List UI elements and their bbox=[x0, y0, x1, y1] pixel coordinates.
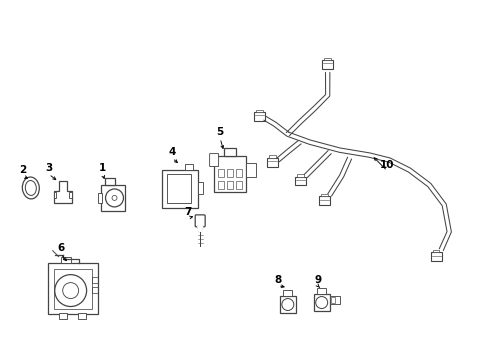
Text: 2: 2 bbox=[19, 165, 26, 175]
Bar bbox=[218, 169, 224, 177]
Bar bbox=[48, 263, 98, 315]
Bar bbox=[54, 269, 92, 309]
Bar bbox=[254, 112, 266, 121]
Text: 5: 5 bbox=[217, 127, 224, 137]
Bar bbox=[319, 197, 330, 206]
Bar bbox=[185, 164, 193, 170]
Bar bbox=[54, 192, 56, 198]
FancyBboxPatch shape bbox=[210, 154, 219, 167]
Bar bbox=[246, 163, 256, 177]
FancyBboxPatch shape bbox=[195, 215, 205, 227]
Bar bbox=[77, 314, 86, 319]
Bar bbox=[322, 60, 333, 69]
Bar bbox=[324, 58, 331, 60]
Bar bbox=[331, 297, 335, 302]
Bar bbox=[162, 170, 198, 208]
Bar bbox=[198, 182, 203, 194]
Bar bbox=[330, 296, 340, 303]
Bar bbox=[256, 109, 263, 112]
Bar bbox=[314, 293, 330, 311]
Bar bbox=[317, 288, 326, 293]
Bar bbox=[69, 192, 72, 198]
Bar bbox=[92, 287, 98, 293]
Bar bbox=[236, 181, 242, 189]
Bar bbox=[104, 178, 115, 185]
Bar bbox=[433, 250, 439, 252]
Bar bbox=[280, 296, 296, 314]
Bar bbox=[61, 257, 71, 263]
FancyBboxPatch shape bbox=[100, 185, 125, 211]
Text: 4: 4 bbox=[169, 147, 176, 157]
Bar bbox=[98, 193, 101, 203]
Bar bbox=[92, 276, 98, 283]
Bar bbox=[167, 174, 191, 203]
Bar bbox=[269, 156, 276, 158]
Text: 1: 1 bbox=[99, 163, 106, 173]
Text: 9: 9 bbox=[314, 275, 321, 285]
Text: 3: 3 bbox=[45, 163, 52, 173]
Bar bbox=[214, 156, 246, 192]
Bar bbox=[431, 252, 442, 261]
Text: 8: 8 bbox=[274, 275, 281, 285]
Polygon shape bbox=[197, 226, 203, 232]
Bar bbox=[268, 158, 278, 167]
Bar bbox=[283, 290, 293, 296]
Bar bbox=[224, 148, 236, 156]
Text: 7: 7 bbox=[185, 207, 192, 217]
Text: 10: 10 bbox=[380, 160, 395, 170]
Bar bbox=[227, 169, 233, 177]
Polygon shape bbox=[54, 181, 72, 203]
Bar bbox=[59, 314, 67, 319]
Text: 6: 6 bbox=[57, 243, 64, 253]
Bar bbox=[227, 181, 233, 189]
Bar bbox=[218, 181, 224, 189]
Bar bbox=[295, 176, 306, 185]
Bar bbox=[321, 194, 328, 197]
Bar bbox=[297, 174, 304, 176]
Bar bbox=[236, 169, 242, 177]
